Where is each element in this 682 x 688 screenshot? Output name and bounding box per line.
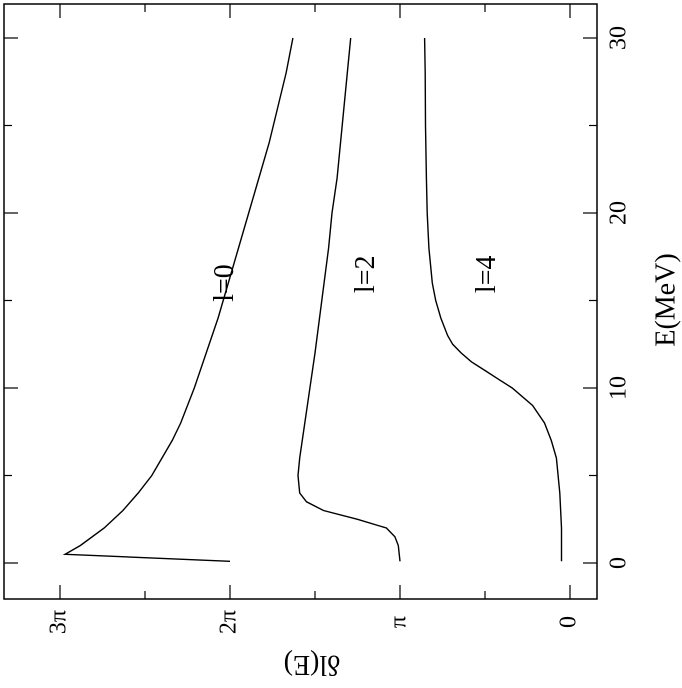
x-tick-label: 10 [606,376,632,400]
plot-frame [3,3,598,600]
series-label-l=2: l=2 [350,256,381,294]
series-label-l=0: l=0 [209,264,240,302]
series-line-l=4 [423,37,563,562]
x-axis-label: E(MeV) [650,253,681,346]
y-tick-label: 2π [216,610,242,634]
tick-labels: 0 10 20 30 0 π 2π 3π [46,26,632,634]
svg-text:δl(E): δl(E) [284,649,341,680]
ticks [4,4,597,599]
series-label-l=4: l=4 [471,256,502,294]
x-tick-label: 0 [606,557,632,569]
y-tick-label: 3π [46,610,72,634]
series-line-l=0 [62,37,294,562]
x-tick-label: 20 [606,201,632,225]
y-axis-label-main: δl(E) [284,649,341,680]
x-tick-label: 30 [606,26,632,50]
series-labels: l=0 l=2 l=4 [209,256,502,302]
y-tick-label: 0 [556,616,582,628]
y-axis-label: δl(E) [284,649,341,680]
y-tick-label: π [386,616,412,628]
series-line-l=2 [297,37,401,562]
series-lines [62,37,563,562]
